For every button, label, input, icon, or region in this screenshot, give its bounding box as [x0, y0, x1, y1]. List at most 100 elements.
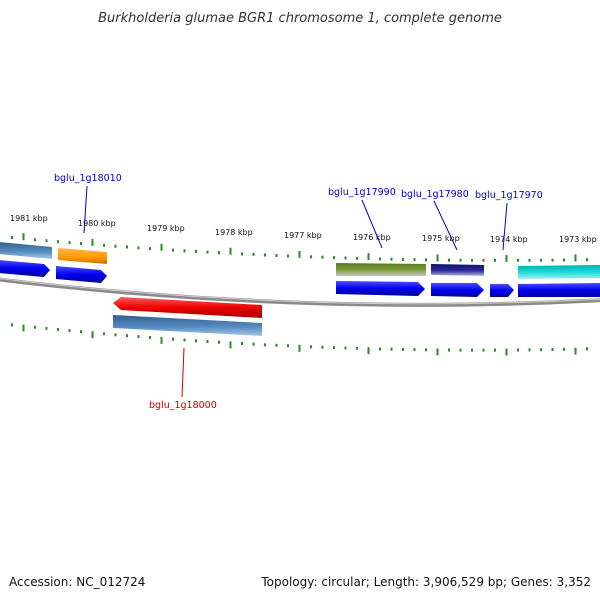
gene-label-bglu_1g18010[interactable]: bglu_1g18010 — [54, 173, 122, 184]
inner-track-major-tick — [229, 341, 232, 349]
gene-label-bglu_1g18000[interactable]: bglu_1g18000 — [149, 400, 217, 411]
cds-arrow-right[interactable] — [518, 283, 600, 297]
cds-arrow-17980[interactable] — [431, 283, 484, 297]
inner-track-minor-tick — [80, 330, 82, 334]
gene-label-bglu_1g17980[interactable]: bglu_1g17980 — [401, 189, 469, 200]
outer-track-minor-tick — [195, 249, 197, 253]
chromosome-backbone-highlight — [0, 278, 600, 305]
inner-track-minor-tick — [149, 336, 151, 339]
outer-track-minor-tick — [287, 254, 289, 258]
inner-track-minor-tick — [45, 326, 48, 330]
inner-track-minor-tick — [206, 340, 209, 343]
kbp-label-1981: 1981 kbp — [10, 214, 48, 223]
feature-bar-orange[interactable] — [58, 248, 107, 264]
inner-track-major-tick — [505, 348, 508, 356]
outer-track-major-tick — [22, 233, 25, 241]
outer-track-minor-tick — [379, 257, 381, 261]
inner-track-minor-tick — [287, 344, 289, 348]
cds-arrow-17970[interactable] — [490, 284, 514, 297]
inner-track-minor-tick — [586, 347, 588, 351]
inner-track-minor-tick — [459, 348, 462, 352]
outer-track-major-tick — [505, 254, 508, 262]
gene-label-bglu_1g17990[interactable]: bglu_1g17990 — [328, 187, 396, 198]
inner-track-major-tick — [436, 348, 439, 356]
kbp-label-1975: 1975 kbp — [422, 234, 460, 243]
outer-track-minor-tick — [471, 258, 473, 262]
cds-arrow-18000[interactable] — [113, 297, 262, 318]
kbp-label-1980: 1980 kbp — [78, 219, 116, 228]
outer-track-major-tick — [574, 254, 577, 262]
gene-label-bglu_1g17970[interactable]: bglu_1g17970 — [475, 190, 543, 201]
cds-arrow-18010[interactable] — [56, 266, 107, 283]
feature-bar-steelblue-left[interactable] — [0, 242, 52, 259]
outer-track-minor-tick — [80, 242, 82, 245]
inner-track-minor-tick — [551, 348, 554, 351]
feature-bar-olive[interactable] — [336, 263, 426, 276]
kbp-label-1978: 1978 kbp — [215, 228, 253, 237]
outer-track-major-tick — [436, 254, 439, 262]
inner-track-minor-tick — [413, 348, 416, 352]
inner-track-minor-tick — [57, 328, 59, 331]
outer-track-minor-tick — [402, 257, 404, 261]
inner-track-minor-tick — [34, 325, 36, 329]
outer-track-minor-tick — [114, 244, 117, 248]
inner-track-minor-tick — [195, 339, 197, 343]
cds-arrow-17990[interactable] — [336, 281, 425, 296]
genome-summary-text: Topology: circular; Length: 3,906,529 bp… — [260, 575, 591, 589]
feature-bar-steelblue-18000[interactable] — [113, 315, 262, 336]
inner-track-minor-tick — [252, 342, 255, 346]
inner-track-minor-tick — [390, 347, 393, 351]
outer-track-minor-tick — [252, 252, 255, 256]
accession-text: Accession: NC_012724 — [9, 575, 145, 589]
inner-track-minor-tick — [103, 332, 105, 336]
kbp-label-1979: 1979 kbp — [147, 224, 185, 233]
outer-track-minor-tick — [11, 236, 13, 240]
inner-track-minor-tick — [114, 333, 117, 337]
kbp-label-1973: 1973 kbp — [559, 235, 597, 244]
kbp-label-1977: 1977 kbp — [284, 231, 322, 240]
inner-track-minor-tick — [264, 343, 266, 347]
feature-bar-navy[interactable] — [431, 264, 484, 276]
outer-track-minor-tick — [218, 251, 220, 255]
outer-track-major-tick — [367, 253, 370, 261]
outer-tick-track — [11, 233, 588, 262]
inner-track-minor-tick — [333, 346, 335, 350]
inner-track-major-tick — [22, 324, 25, 332]
leader-line-18000 — [181, 347, 185, 398]
inner-track-minor-tick — [425, 348, 427, 352]
outer-track-minor-tick — [57, 240, 59, 244]
inner-track-major-tick — [298, 344, 301, 352]
outer-track-minor-tick — [68, 241, 71, 245]
inner-track-minor-tick — [494, 348, 496, 352]
inner-track-minor-tick — [68, 329, 71, 333]
inner-track-minor-tick — [183, 338, 186, 342]
outer-track-minor-tick — [356, 256, 358, 260]
outer-track-minor-tick — [103, 243, 105, 247]
inner-track-minor-tick — [448, 348, 450, 352]
inner-track-minor-tick — [528, 348, 531, 352]
feature-bar-cyan[interactable] — [518, 265, 600, 279]
leader-line-17990 — [361, 199, 383, 249]
outer-track-minor-tick — [321, 255, 324, 259]
outer-track-minor-tick — [494, 258, 496, 262]
inner-tick-track — [11, 323, 588, 356]
outer-track-minor-tick — [482, 258, 485, 262]
inner-track-minor-tick — [482, 348, 485, 352]
map-title: Burkholderia glumae BGR1 chromosome 1, c… — [98, 11, 502, 26]
outer-track-minor-tick — [149, 247, 151, 251]
cds-arrow-left[interactable] — [0, 260, 50, 277]
outer-track-minor-tick — [448, 258, 450, 262]
outer-track-minor-tick — [413, 258, 416, 262]
inner-track-minor-tick — [402, 347, 404, 351]
outer-track-minor-tick — [425, 258, 427, 262]
inner-track-major-tick — [160, 336, 163, 344]
outer-track-minor-tick — [275, 254, 278, 257]
inner-track-minor-tick — [11, 323, 13, 327]
inner-track-major-tick — [367, 347, 370, 355]
inner-track-minor-tick — [563, 347, 565, 351]
outer-track-major-tick — [160, 243, 163, 251]
outer-track-minor-tick — [551, 258, 554, 262]
kbp-label-1974: 1974 kbp — [490, 235, 528, 244]
outer-track-minor-tick — [183, 249, 186, 253]
inner-track-minor-tick — [137, 335, 140, 339]
